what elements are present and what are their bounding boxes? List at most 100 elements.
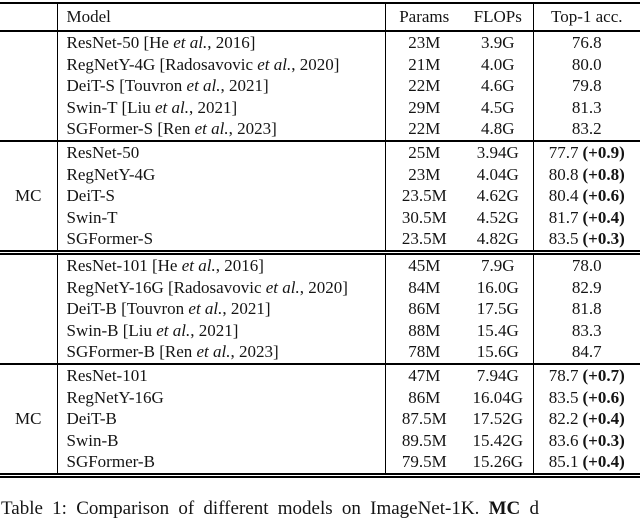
params-cell: 84M [384,276,463,299]
model-cell: DeiT-B [56,408,385,430]
citation-authors: [Ren [157,119,195,139]
model-name: DeiT-B [66,409,117,429]
table-row: RegNetY-16G [Radosavovic et al., 2020] 8… [0,276,640,299]
model-cell: ResNet-50 [He et al., 2016] [56,31,385,54]
table-row: DeiT-B [Touvron et al., 2021] 86M 17.5G … [0,298,640,320]
flops-cell: 4.04G [476,164,519,184]
top1-cell: 78.7 (+0.7) [532,363,640,387]
citation: [Radosavovic et al., 2020] [155,54,340,74]
flops-cell: 7.9G [480,255,515,275]
flops-cell: 15.42G [472,430,524,450]
top1-value: 85.1 [548,452,579,472]
citation: [Touvron et al., 2021] [117,299,270,319]
model-name: DeiT-S [66,76,116,96]
top1-value: 79.8 [571,76,602,96]
params-cell: 23M [384,31,463,54]
table-row: Swin-B 89.5M 15.42G 83.6 (+0.3) [0,429,640,452]
table-row: DeiT-S 23.5M 4.62G 80.4 (+0.6) [0,185,640,207]
citation-year: , 2021] [190,320,239,340]
model-name: ResNet-50 [66,142,140,162]
model-name: Swin-B [66,430,119,450]
table-row: RegNetY-4G 23M 4.04G 80.8 (+0.8) [0,163,640,186]
top1-cell: 77.7 (+0.9) [532,140,640,164]
group-header-cell [0,3,57,31]
top1-delta: (+0.9) [582,142,625,162]
flops-cell: 7.94G [476,365,519,385]
caption-mc-keyword: MC [488,498,521,519]
model-name: ResNet-50 [66,33,140,52]
table-section-baseline-small: ResNet-50 [He et al., 2016] 23M 3.9G 76.… [0,31,640,141]
model-cell: ResNet-101 [56,363,385,387]
citation-etal: et al. [196,342,231,362]
params-cell: 86M [384,386,463,409]
flops-cell: 17.52G [472,409,524,429]
citation-year: , 2020] [291,54,340,74]
model-name: Swin-B [66,320,119,340]
model-cell: RegNetY-16G [56,386,385,409]
params-cell: 23M [384,163,463,186]
col-header-params: Params [384,3,463,31]
citation-etal: et al. [188,299,223,319]
model-name: SGFormer-B [66,452,155,472]
table-row: ResNet-101 [He et al., 2016] 45M 7.9G 78… [0,252,640,277]
params-cell: 22M [384,118,463,141]
model-cell: Swin-B [Liu et al., 2021] [56,319,385,342]
flops-cell: 16.0G [476,277,519,297]
citation: [He et al., 2016] [148,256,264,275]
citation-year: , 2021] [220,76,269,96]
caption-text: Table 1: Comparison of different models … [1,498,489,519]
top1-cell: 76.8 [532,31,640,54]
citation-etal: et al. [173,33,208,52]
model-name: SGFormer-B [66,342,155,362]
citation-year: , 2021] [188,97,238,117]
params-cell: 29M [384,96,463,119]
citation-authors: [Ren [159,342,197,362]
model-cell: RegNetY-4G [Radosavovic et al., 2020] [56,53,385,76]
group-cell [0,252,57,363]
flops-cell: 15.6G [476,342,519,362]
citation-authors: [Touvron [121,299,189,319]
top1-cell: 80.0 [532,53,640,76]
flops-cell: 4.0G [480,54,515,74]
params-cell: 45M [384,252,463,277]
table-row: Swin-T [Liu et al., 2021] 29M 4.5G 81.3 [0,96,640,119]
citation-year: , 2016] [207,33,256,52]
table-section-mc-base: MC ResNet-101 47M 7.94G 78.7 (+0.7) RegNet… [0,363,640,476]
model-name: RegNetY-4G [66,54,156,74]
top1-cell: 82.9 [532,276,640,299]
top1-cell: 83.5 (+0.6) [532,386,640,409]
model-cell: DeiT-S [56,185,385,207]
top1-cell: 83.5 (+0.3) [532,228,640,253]
table-row: Swin-T 30.5M 4.52G 81.7 (+0.4) [0,206,640,229]
table-row: SGFormer-S [Ren et al., 2023] 22M 4.8G 8… [0,118,640,141]
model-name: SGFormer-S [66,229,154,249]
col-header-model: Model [56,3,385,31]
top1-value: 81.8 [571,299,602,319]
top1-value: 76.8 [571,33,602,52]
model-cell: DeiT-S [Touvron et al., 2021] [56,75,385,97]
citation: [Ren et al., 2023] [155,342,278,362]
flops-cell: 16.04G [472,387,524,407]
model-name: ResNet-101 [66,255,148,275]
model-name: RegNetY-16G [66,277,164,297]
top1-delta: (+0.6) [582,186,625,206]
flops-cell: 3.9G [480,33,515,52]
top1-cell: 78.0 [532,252,640,277]
top1-cell: 81.7 (+0.4) [532,206,640,229]
table-section-baseline-base: ResNet-101 [He et al., 2016] 45M 7.9G 78… [0,252,640,364]
top1-delta: (+0.8) [582,164,625,184]
citation-authors: [Liu [122,320,157,340]
citation: [Radosavovic et al., 2020] [164,278,348,297]
model-name: DeiT-B [66,299,117,319]
params-cell: 23.5M [384,185,463,207]
flops-cell: 4.52G [476,207,519,227]
params-cell: 88M [384,319,463,342]
model-name: Swin-T [66,97,118,117]
top1-delta: (+0.6) [582,387,625,407]
table-row: DeiT-S [Touvron et al., 2021] 22M 4.6G 7… [0,75,640,97]
model-cell: Swin-B [56,429,385,452]
model-cell: SGFormer-B [56,451,385,476]
model-cell: SGFormer-B [Ren et al., 2023] [56,341,385,364]
citation-etal: et al. [154,97,189,117]
top1-value: 83.5 [548,387,579,407]
